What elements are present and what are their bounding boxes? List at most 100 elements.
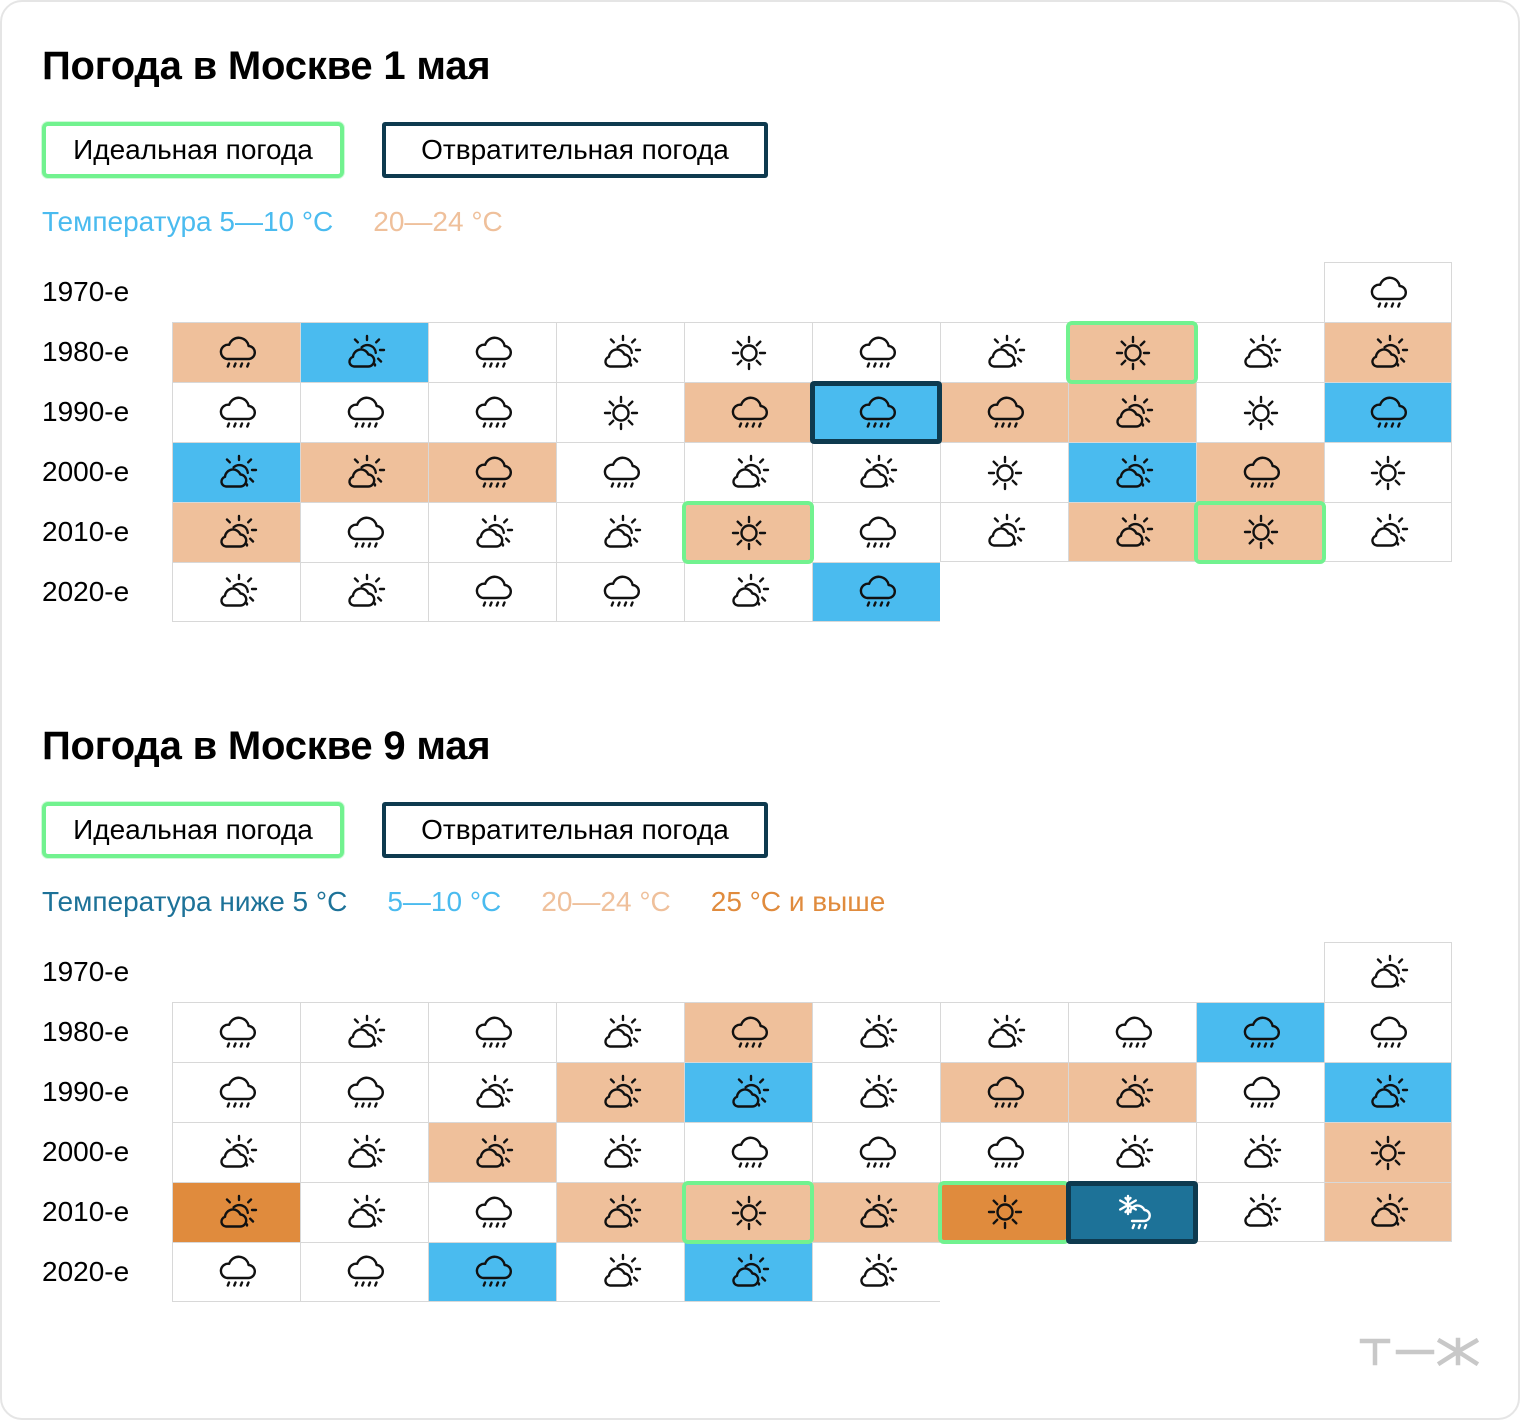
- weather-cell: [940, 1182, 1068, 1242]
- rain-icon: [1370, 1016, 1407, 1048]
- weather-cell: [940, 382, 1068, 442]
- weather-cell: [172, 1002, 300, 1062]
- weather-cell: [556, 322, 684, 382]
- weather-cell: [300, 1062, 428, 1122]
- weather-cell: [684, 1002, 812, 1062]
- weather-cell: [940, 502, 1068, 562]
- weather-cell: [1324, 382, 1452, 442]
- partly-cloudy-icon: [1243, 1134, 1281, 1168]
- weather-cell: [428, 562, 556, 622]
- weather-cell: [940, 1122, 1068, 1182]
- weather-cell: [428, 1062, 556, 1122]
- weather-grid: [172, 262, 1452, 622]
- partly-cloudy-icon: [219, 454, 257, 488]
- partly-cloudy-icon: [603, 1074, 641, 1108]
- weather-cell: [428, 322, 556, 382]
- awful-weather-badge: Отвратительная погода: [382, 802, 768, 858]
- partly-cloudy-icon: [987, 1014, 1025, 1048]
- legend-item-25-plus: 25 °C и выше: [710, 886, 886, 917]
- weather-cell: [684, 502, 812, 562]
- weather-cell: [172, 322, 300, 382]
- rain-icon: [1243, 1016, 1280, 1048]
- weather-cell: [300, 1002, 428, 1062]
- weather-cell: [556, 1182, 684, 1242]
- weather-cell: [172, 442, 300, 502]
- weather-cell: [172, 562, 300, 622]
- weather-cell: [428, 1122, 556, 1182]
- legend-item-5-10: Температура 5—10 °C: [42, 206, 334, 237]
- partly-cloudy-icon: [731, 454, 769, 488]
- weather-cell: [812, 502, 940, 562]
- chart-title: Погода в Москве 9 мая: [42, 724, 491, 768]
- partly-cloudy-icon: [219, 573, 257, 607]
- weather-cell: [1068, 1062, 1196, 1122]
- weather-cell: [556, 1002, 684, 1062]
- rain-icon: [475, 1016, 512, 1048]
- weather-cell: [1196, 442, 1324, 502]
- sunny-icon: [731, 1195, 766, 1230]
- partly-cloudy-icon: [1115, 454, 1153, 488]
- weather-cell: [812, 1062, 940, 1122]
- partly-cloudy-icon: [1371, 334, 1409, 368]
- weather-cell: [812, 1242, 940, 1302]
- weather-cell: [300, 382, 428, 442]
- weather-cell: [1068, 382, 1196, 442]
- rain-icon: [731, 396, 768, 428]
- weather-cell: [812, 1002, 940, 1062]
- sunny-icon: [603, 395, 638, 430]
- weather-cell: [556, 502, 684, 562]
- weather-cell: [172, 502, 300, 562]
- rain-icon: [859, 396, 896, 428]
- weather-cell: [1068, 322, 1196, 382]
- partly-cloudy-icon: [219, 514, 257, 548]
- rain-icon: [1370, 396, 1407, 428]
- partly-cloudy-icon: [731, 1253, 769, 1287]
- rain-icon: [475, 575, 512, 607]
- weather-cell: [1196, 502, 1324, 562]
- partly-cloudy-icon: [1115, 394, 1153, 428]
- weather-cell: [1324, 1002, 1452, 1062]
- rain-icon: [347, 1255, 384, 1287]
- rain-icon: [475, 456, 512, 488]
- chart-title: Погода в Москве 1 мая: [42, 44, 491, 88]
- rain-icon: [219, 336, 256, 368]
- weather-cell: [1324, 442, 1452, 502]
- weather-cell: [1324, 322, 1452, 382]
- partly-cloudy-icon: [475, 514, 513, 548]
- rain-icon: [987, 1076, 1024, 1108]
- rain-icon: [859, 336, 896, 368]
- sunny-icon: [1243, 514, 1278, 550]
- decade-label-1980: 1980-е: [42, 1016, 130, 1047]
- legend-item-5-10: 5—10 °C: [387, 886, 502, 917]
- weather-cell: [812, 382, 940, 442]
- weather-cell: [1068, 1182, 1196, 1242]
- partly-cloudy-icon: [1371, 1074, 1409, 1108]
- rain-icon: [475, 1196, 512, 1228]
- rain-icon: [1243, 456, 1280, 488]
- sunny-icon: [1243, 395, 1278, 430]
- sunny-icon: [731, 515, 766, 550]
- rain-icon: [731, 1136, 768, 1168]
- partly-cloudy-icon: [987, 334, 1025, 368]
- weather-cell: [684, 1242, 812, 1302]
- rain-icon: [987, 1136, 1024, 1168]
- rain-icon: [475, 396, 512, 428]
- chart-may-9: Погода в Москве 9 мая Идеальная погода О…: [2, 682, 1518, 1362]
- weather-cell: [1324, 502, 1452, 562]
- weather-cell: [684, 322, 812, 382]
- sunny-icon: [731, 335, 766, 370]
- weather-cell: [428, 1182, 556, 1242]
- weather-cell: [1196, 1002, 1324, 1062]
- rain-icon: [859, 516, 896, 548]
- rain-icon: [1243, 1076, 1280, 1108]
- rain-icon: [219, 1016, 256, 1048]
- weather-cell: [556, 442, 684, 502]
- weather-grid: [172, 942, 1452, 1302]
- partly-cloudy-icon: [347, 454, 385, 488]
- weather-cell: [172, 1062, 300, 1122]
- weather-cell: [812, 562, 940, 622]
- partly-cloudy-icon: [603, 334, 641, 368]
- partly-cloudy-icon: [603, 514, 641, 548]
- decade-label-2000: 2000-е: [42, 456, 130, 487]
- rain-icon: [347, 396, 384, 428]
